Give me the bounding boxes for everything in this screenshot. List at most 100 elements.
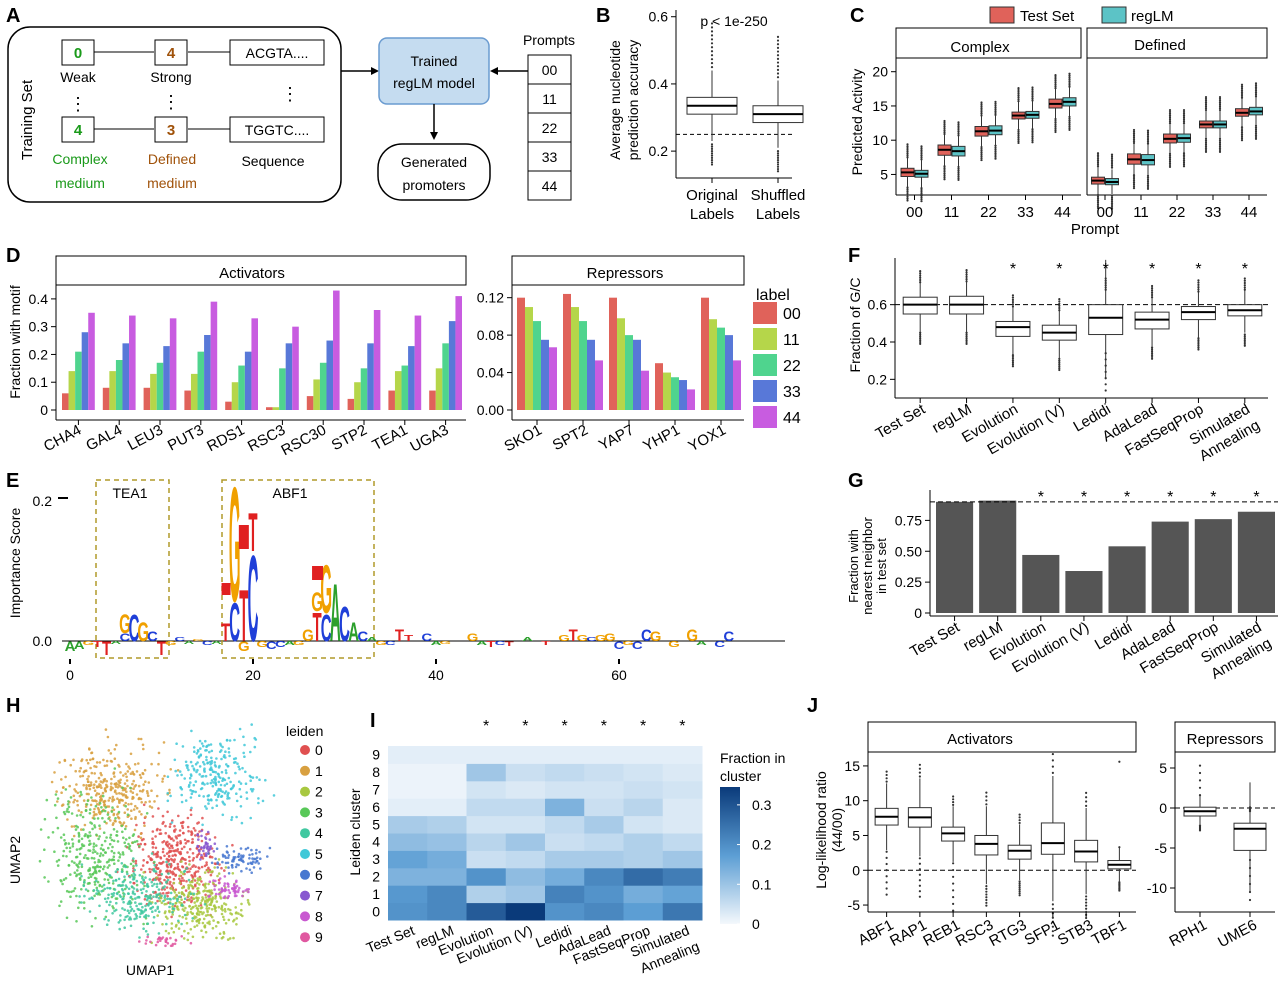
logo-letter-g: G — [302, 627, 314, 645]
umap-point — [141, 875, 144, 878]
outlier-point — [957, 171, 960, 174]
outlier-point — [1031, 128, 1034, 131]
outlier-point — [1110, 205, 1114, 208]
outlier-point — [776, 163, 780, 166]
legend-title: label — [756, 287, 790, 304]
x-tick-label: RDS1 — [204, 422, 247, 456]
x-tick-label: RPH1 — [1167, 917, 1210, 951]
umap-point — [186, 870, 189, 874]
heatmap-cell — [584, 746, 624, 764]
umap-point — [131, 834, 135, 837]
outlier-point — [965, 342, 968, 345]
umap-point — [225, 850, 229, 853]
outlier-point — [1204, 137, 1208, 140]
significance-star: * — [1103, 261, 1109, 278]
heatmap-cell — [545, 780, 585, 799]
umap-point — [194, 780, 198, 783]
umap-point — [152, 890, 155, 894]
umap-point — [201, 935, 205, 939]
outlier-point — [1018, 890, 1021, 893]
umap-point — [93, 772, 96, 775]
outlier-point — [965, 331, 968, 334]
bar — [448, 321, 456, 410]
outlier-point — [1243, 344, 1246, 347]
umap-point — [147, 855, 150, 858]
umap-point — [237, 912, 240, 915]
outlier-point — [1054, 83, 1057, 86]
facet-title: Complex — [950, 39, 1010, 56]
umap-point — [120, 868, 124, 871]
umap-point — [73, 871, 77, 874]
legend-swatch — [300, 807, 310, 818]
umap-point — [189, 813, 193, 817]
umap-point — [226, 896, 230, 900]
umap-point — [207, 799, 211, 802]
umap-point — [76, 799, 79, 803]
umap-point — [134, 901, 137, 904]
motif-label: TEA1 — [112, 485, 147, 501]
umap-point — [210, 908, 214, 911]
umap-point — [183, 838, 187, 842]
umap-point — [153, 882, 156, 886]
umap-point — [205, 854, 208, 858]
umap-point — [166, 894, 169, 898]
outlier-point — [985, 893, 988, 896]
umap-point — [213, 888, 216, 891]
umap-point — [105, 759, 109, 763]
umap-point — [204, 896, 208, 899]
umap-point — [241, 894, 244, 898]
panel-label-h: H — [6, 695, 20, 717]
umap-point — [93, 807, 96, 811]
umap-point — [189, 781, 192, 784]
heatmap-cell — [623, 763, 664, 782]
umap-point — [122, 895, 125, 898]
umap-point — [223, 754, 226, 757]
umap-point — [173, 904, 177, 908]
umap-point — [163, 896, 166, 899]
umap-point — [85, 803, 89, 806]
legend-swatch — [753, 354, 777, 376]
bar — [1194, 519, 1232, 613]
outlier-point — [919, 337, 922, 340]
y-tick-label: 0.75 — [895, 512, 922, 528]
umap-point — [171, 819, 174, 822]
outlier-point — [1104, 284, 1107, 287]
umap-point — [89, 781, 93, 784]
umap-point — [239, 847, 243, 850]
heatmap-cell — [427, 867, 467, 886]
umap-point — [198, 739, 202, 743]
umap-point — [246, 862, 250, 865]
outlier-point — [1243, 288, 1246, 291]
umap-point — [168, 846, 171, 850]
umap-point — [92, 848, 95, 851]
bar — [641, 370, 649, 410]
umap-point — [187, 886, 191, 889]
umap-point — [208, 903, 211, 906]
outlier-point — [1011, 294, 1015, 297]
umap-point — [113, 888, 117, 891]
umap-point — [121, 907, 124, 910]
outlier-point — [1182, 163, 1186, 166]
heatmap-cell — [388, 833, 428, 851]
outlier-point — [1085, 904, 1088, 907]
umap-point — [82, 799, 86, 802]
umap-point — [204, 774, 208, 778]
umap-point — [226, 793, 229, 796]
logo-letter-g: G — [375, 641, 387, 647]
logo-letter-t: T — [312, 604, 321, 650]
umap-point — [59, 836, 63, 839]
umap-point — [174, 925, 178, 928]
x-axis-label: UMAP1 — [126, 962, 174, 978]
umap-point — [209, 763, 212, 766]
outlier-point — [957, 169, 960, 172]
legend-swatch — [300, 849, 310, 859]
outlier-point — [1110, 155, 1114, 158]
umap-point — [151, 837, 154, 840]
outlier-point — [776, 61, 780, 64]
umap-point — [85, 784, 88, 787]
umap-point — [183, 913, 187, 917]
umap-point — [45, 798, 49, 802]
umap-point — [171, 907, 175, 910]
umap-point — [187, 899, 191, 902]
outlier-point — [980, 149, 983, 152]
